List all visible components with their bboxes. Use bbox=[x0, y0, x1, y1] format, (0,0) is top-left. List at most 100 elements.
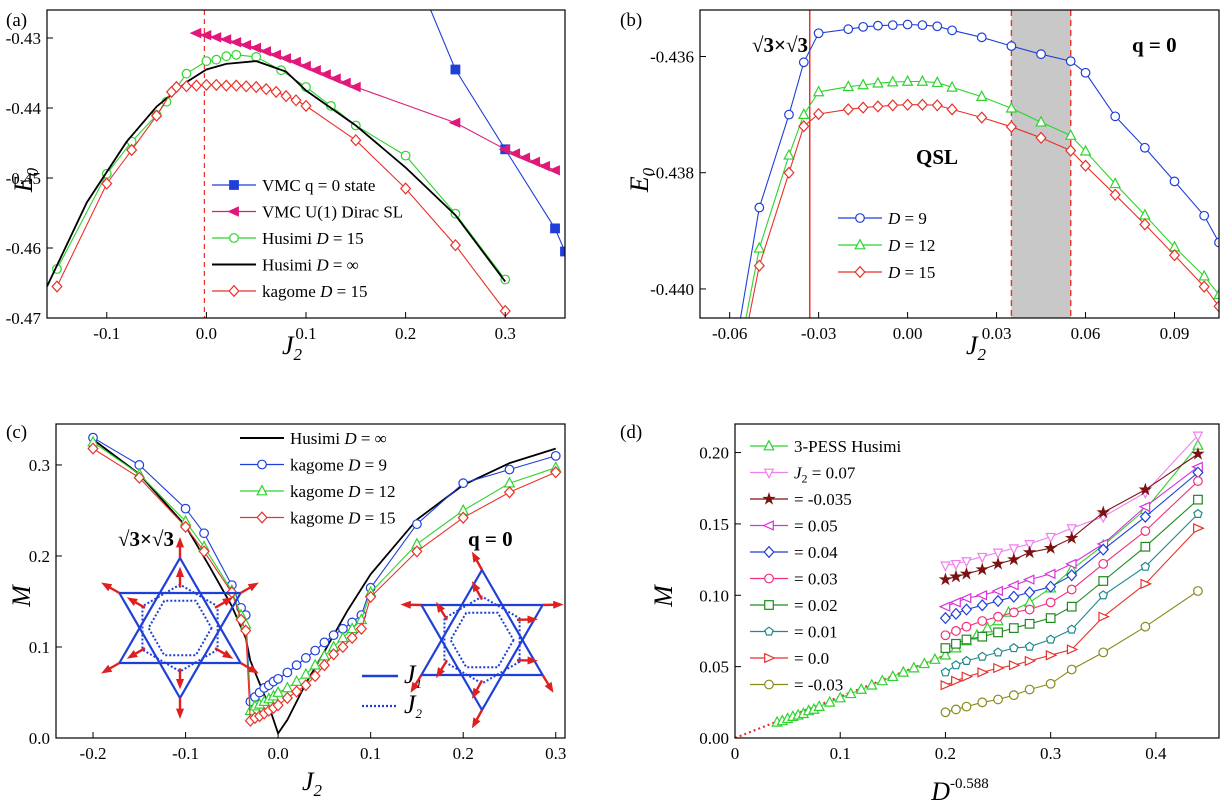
data-point bbox=[1035, 131, 1047, 145]
data-point bbox=[917, 20, 928, 31]
data-point bbox=[977, 697, 988, 708]
data-point bbox=[951, 660, 961, 670]
plot-area bbox=[87, 432, 562, 736]
x-tick-label: 0.3 bbox=[545, 744, 566, 763]
data-point bbox=[842, 103, 854, 116]
data-point bbox=[1005, 101, 1018, 113]
data-point bbox=[291, 685, 303, 698]
data-point bbox=[337, 640, 349, 654]
legend-label: kagome D = 12 bbox=[290, 482, 395, 501]
j1-bonds bbox=[419, 603, 545, 713]
data-point bbox=[1064, 531, 1079, 544]
data-point bbox=[959, 566, 974, 580]
plot-area bbox=[735, 431, 1205, 738]
spin-arrowhead bbox=[101, 582, 113, 592]
data-point bbox=[291, 660, 302, 671]
data-point bbox=[1045, 532, 1056, 544]
data-point bbox=[798, 57, 809, 68]
x-tick-label: 0.3 bbox=[495, 324, 516, 343]
data-point bbox=[1022, 545, 1037, 559]
data-point bbox=[1192, 431, 1204, 443]
data-point bbox=[855, 682, 868, 694]
legend-label: 3-PESS Husimi bbox=[794, 437, 901, 456]
x-tick-label: 0.2 bbox=[453, 744, 474, 763]
data-point bbox=[946, 103, 958, 116]
j2-bonds bbox=[443, 595, 521, 685]
panel-c: (c) J2 M -0.2 -0.1 0.0 0.1 0.2 0.3 0.0 0.1 0.2 0.… bbox=[6, 422, 566, 800]
data-point bbox=[508, 148, 521, 159]
x-tick-label: 0.3 bbox=[1040, 744, 1061, 763]
panel-b: (b) J2 E0 -0.06 -0.03 0.00 0.03 0.06 0.09-0.4… bbox=[620, 9, 1220, 364]
legend-label: = 0.04 bbox=[794, 543, 838, 562]
data-point bbox=[976, 599, 988, 612]
data-point bbox=[282, 667, 293, 678]
data-point bbox=[842, 80, 855, 92]
data-point bbox=[550, 466, 562, 479]
spin-arrowhead bbox=[175, 537, 185, 548]
data-point bbox=[300, 653, 311, 663]
panel-d-ylabel: M bbox=[649, 584, 678, 608]
y-tick-label: -0.45 bbox=[6, 169, 41, 188]
data-point bbox=[753, 241, 766, 253]
data-point bbox=[249, 42, 262, 54]
data-point bbox=[1035, 115, 1047, 127]
data-point bbox=[328, 648, 340, 661]
data-point bbox=[823, 695, 836, 707]
data-point bbox=[548, 165, 560, 176]
legend-label: = 0.0 bbox=[794, 649, 829, 668]
data-point bbox=[1045, 613, 1056, 624]
data-point bbox=[1008, 659, 1021, 671]
phase-label-q0: q = 0 bbox=[468, 527, 513, 551]
data-point bbox=[975, 590, 988, 601]
legend-label: Husimi D = ∞ bbox=[290, 429, 387, 448]
data-point bbox=[1008, 607, 1019, 618]
data-point bbox=[1139, 510, 1151, 523]
panel-c-ylabel: M bbox=[7, 584, 36, 608]
data-point bbox=[993, 694, 1003, 705]
legend-label: J2 = 0.07 bbox=[794, 464, 856, 486]
data-point bbox=[798, 108, 810, 120]
legend-label: D = 15 bbox=[887, 263, 935, 282]
series-0 bbox=[739, 19, 1219, 318]
legend-label: = -0.03 bbox=[794, 676, 843, 695]
data-point bbox=[350, 134, 362, 147]
data-point bbox=[300, 99, 312, 113]
x-tick-label: 0.1 bbox=[360, 744, 381, 763]
legend-label: kagome D = 9 bbox=[290, 456, 387, 475]
data-point bbox=[993, 662, 1005, 674]
legend-marker bbox=[764, 679, 774, 690]
x-tick-label: 0.2 bbox=[395, 324, 416, 343]
data-point bbox=[938, 572, 953, 586]
series-2 bbox=[87, 435, 562, 716]
data-point bbox=[273, 673, 284, 684]
j2-bonds bbox=[147, 599, 213, 657]
series-0 bbox=[430, 10, 565, 257]
data-point bbox=[1139, 218, 1151, 231]
data-point bbox=[1140, 561, 1151, 571]
phase-label-q0: q = 0 bbox=[1132, 33, 1177, 57]
legend: VMC q = 0 state VMC U(1) Dirac SL Husimi D… bbox=[212, 176, 403, 301]
data-point bbox=[1066, 664, 1077, 675]
series-6 bbox=[940, 494, 1203, 653]
data-point bbox=[1005, 120, 1018, 134]
legend-marker bbox=[229, 233, 239, 243]
y-tick-label: 0.00 bbox=[699, 729, 729, 748]
data-point bbox=[992, 548, 1004, 560]
data-point bbox=[813, 28, 824, 39]
data-point bbox=[290, 674, 303, 686]
legend-marker bbox=[228, 284, 240, 298]
data-point bbox=[355, 622, 368, 635]
data-point bbox=[1140, 526, 1151, 536]
x-tick-label: -0.1 bbox=[172, 744, 199, 763]
data-point bbox=[754, 202, 765, 213]
data-point bbox=[1198, 269, 1210, 281]
data-point bbox=[940, 561, 951, 572]
data-point bbox=[931, 99, 943, 112]
data-point bbox=[993, 647, 1003, 657]
plot-frame bbox=[55, 423, 566, 739]
data-point bbox=[1024, 539, 1035, 551]
data-point bbox=[976, 552, 988, 564]
legend-label: = 0.05 bbox=[794, 517, 838, 536]
spin-arrowhead bbox=[175, 678, 185, 690]
series-line bbox=[56, 54, 506, 280]
